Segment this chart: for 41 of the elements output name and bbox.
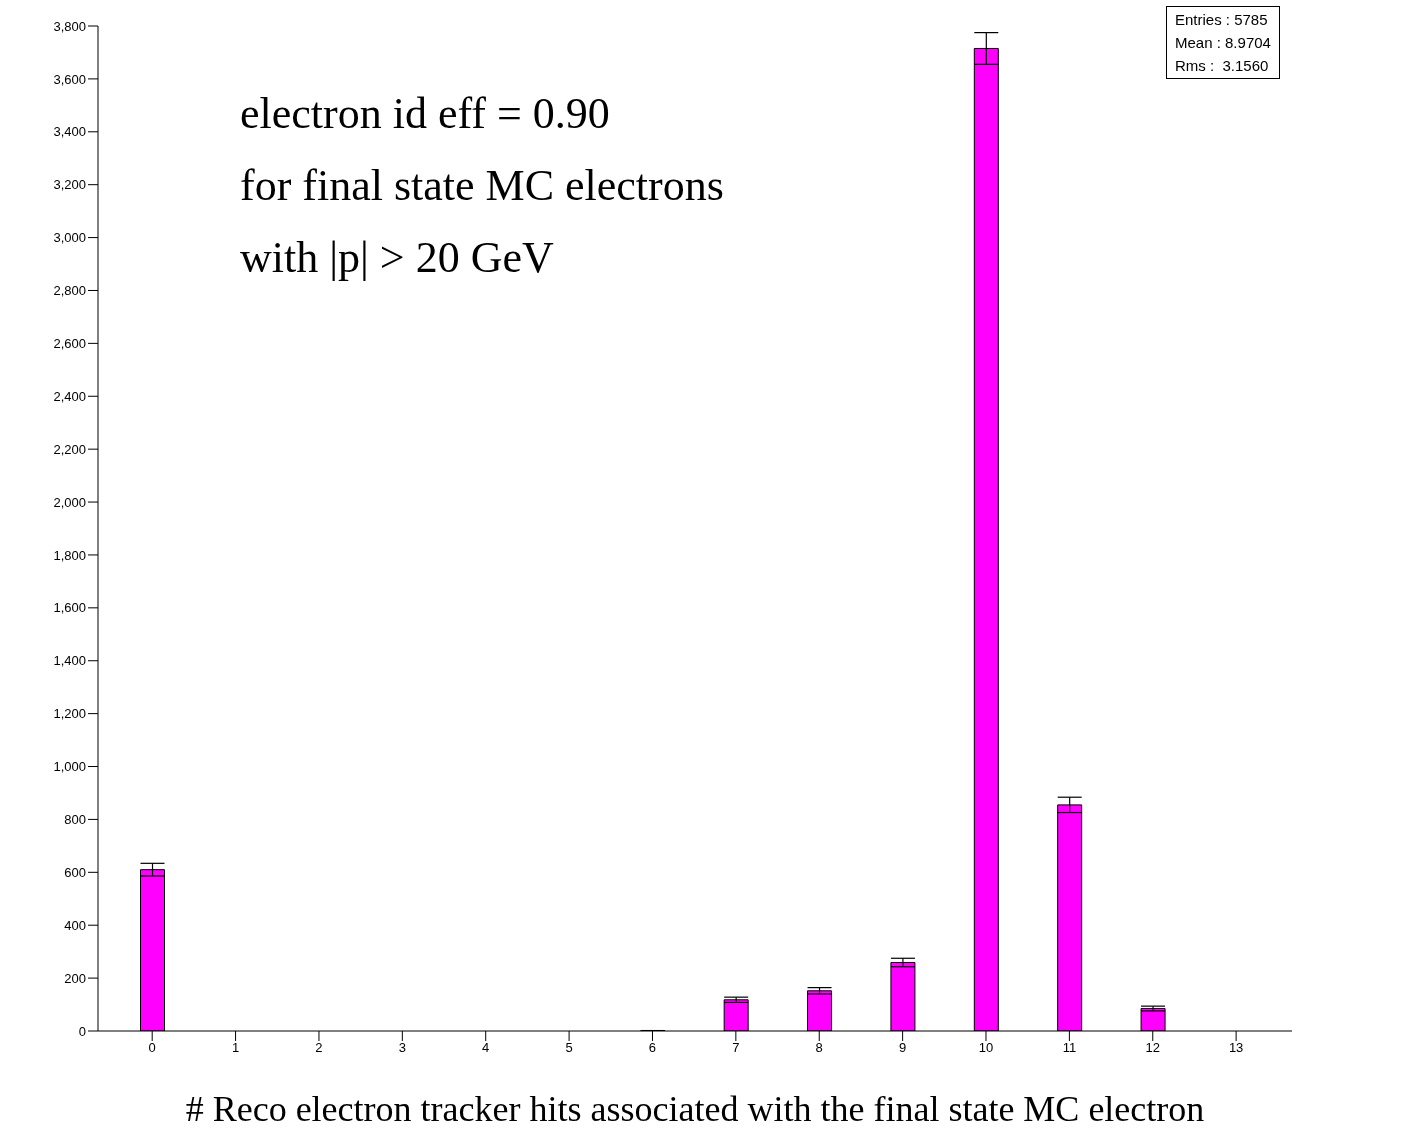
x-tick-label: 13 bbox=[1228, 1040, 1244, 1056]
x-tick-label: 1 bbox=[231, 1040, 240, 1056]
y-tick-label: 800 bbox=[64, 812, 86, 828]
annotation: Mean : 8.9704 bbox=[1175, 33, 1271, 53]
annotation: Entries : 5785 bbox=[1175, 10, 1269, 30]
x-tick-label: 6 bbox=[648, 1040, 657, 1056]
y-tick-label: 0 bbox=[78, 1023, 86, 1039]
y-tick-label: 3,600 bbox=[53, 71, 86, 87]
y-tick-label: 3,200 bbox=[53, 177, 86, 193]
x-axis-title: # Reco electron tracker hits associated with the final state MC electron bbox=[185, 1089, 1205, 1129]
x-tick-label: 5 bbox=[565, 1040, 573, 1056]
annotation: for final state MC electrons bbox=[240, 160, 724, 212]
x-tick-label: 4 bbox=[482, 1040, 490, 1056]
y-tick-label: 600 bbox=[64, 864, 86, 880]
x-tick-label: 2 bbox=[315, 1040, 323, 1056]
y-tick-label: 3,400 bbox=[53, 124, 86, 140]
y-tick-label: 1,800 bbox=[53, 547, 86, 563]
x-tick-label: 7 bbox=[732, 1040, 740, 1056]
y-tick-label: 2,400 bbox=[53, 388, 86, 404]
x-tick-label: 9 bbox=[899, 1040, 907, 1056]
y-tick-label: 2,600 bbox=[53, 335, 86, 351]
y-tick-label: 1,000 bbox=[53, 759, 86, 775]
x-tick-label: 11 bbox=[1062, 1040, 1077, 1056]
y-tick-label: 1,200 bbox=[53, 706, 86, 722]
x-tick-label: 12 bbox=[1145, 1040, 1160, 1056]
annotation: electron id eff = 0.90 bbox=[240, 88, 611, 140]
y-tick-label: 2,200 bbox=[53, 441, 86, 457]
y-tick-label: 2,800 bbox=[53, 283, 86, 299]
x-tick-label: 0 bbox=[148, 1040, 156, 1056]
x-tick-label: 8 bbox=[815, 1040, 823, 1056]
y-tick-label: 3,000 bbox=[53, 230, 86, 246]
y-tick-label: 200 bbox=[64, 970, 86, 986]
y-tick-label: 1,400 bbox=[53, 653, 86, 669]
y-tick-label: 3,800 bbox=[53, 18, 86, 34]
y-tick-label: 1,600 bbox=[53, 600, 86, 616]
annotation: Rms : 3.1560 bbox=[1175, 56, 1270, 76]
y-tick-label: 2,000 bbox=[53, 494, 86, 510]
x-tick-label: 10 bbox=[978, 1040, 994, 1056]
y-tick-label: 400 bbox=[64, 917, 86, 933]
x-tick-label: 3 bbox=[398, 1040, 406, 1056]
annotation: with |p| > 20 GeV bbox=[240, 232, 555, 284]
